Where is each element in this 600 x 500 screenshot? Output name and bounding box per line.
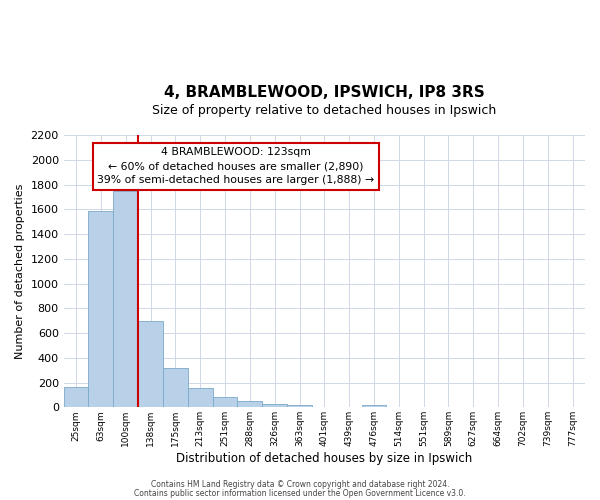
Y-axis label: Number of detached properties: Number of detached properties [15, 184, 25, 359]
Bar [287, 406, 312, 407]
Bar [113, 190, 138, 408]
Text: Size of property relative to detached houses in Ipswich: Size of property relative to detached ho… [152, 104, 496, 118]
Bar [238, 401, 262, 407]
Text: 4 BRAMBLEWOOD: 123sqm
← 60% of detached houses are smaller (2,890)
39% of semi-d: 4 BRAMBLEWOOD: 123sqm ← 60% of detached … [97, 148, 374, 186]
Bar [163, 368, 188, 408]
Bar [212, 398, 238, 407]
Text: 4, BRAMBLEWOOD, IPSWICH, IP8 3RS: 4, BRAMBLEWOOD, IPSWICH, IP8 3RS [164, 84, 485, 100]
Text: Contains public sector information licensed under the Open Government Licence v3: Contains public sector information licen… [134, 488, 466, 498]
Bar [88, 210, 113, 408]
Bar [188, 388, 212, 407]
Bar [138, 320, 163, 408]
Text: Contains HM Land Registry data © Crown copyright and database right 2024.: Contains HM Land Registry data © Crown c… [151, 480, 449, 489]
Bar [64, 388, 88, 407]
Bar [262, 404, 287, 407]
Bar [362, 406, 386, 407]
X-axis label: Distribution of detached houses by size in Ipswich: Distribution of detached houses by size … [176, 452, 472, 465]
